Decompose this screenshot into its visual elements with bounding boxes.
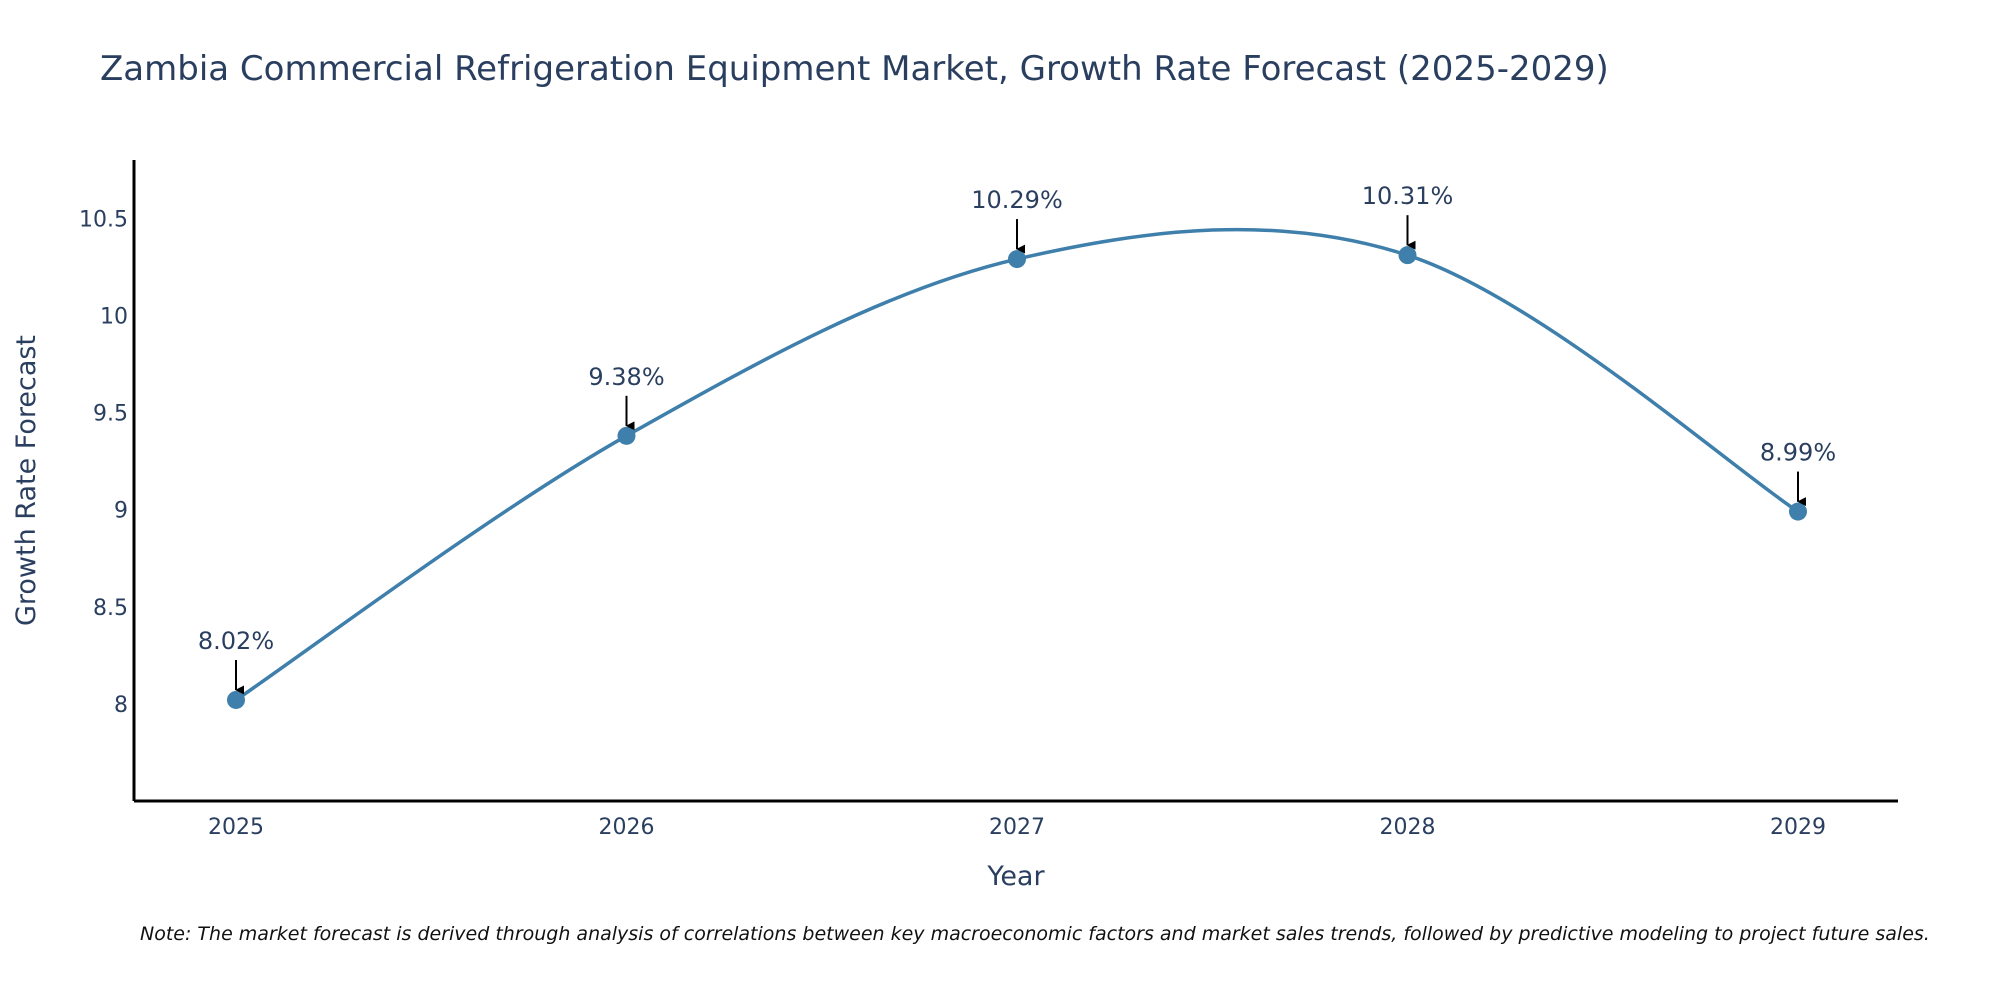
x-axis-title: Year [986, 861, 1045, 892]
data-label: 8.99% [1760, 439, 1836, 467]
x-tick-label: 2025 [208, 815, 264, 840]
x-tick-label: 2028 [1380, 815, 1436, 840]
y-tick-label: 9.5 [93, 402, 128, 427]
data-point [1398, 246, 1417, 265]
y-tick-label: 8.5 [93, 596, 128, 621]
data-label: 8.02% [198, 627, 274, 655]
data-point [1008, 250, 1026, 269]
data-label: 9.38% [588, 363, 664, 391]
x-tick-label: 2026 [599, 815, 655, 840]
footnote: Note: The market forecast is derived thr… [140, 923, 1930, 945]
y-axis-title: Growth Rate Forecast [11, 335, 42, 626]
data-point [617, 426, 636, 445]
x-tick-label: 2029 [1770, 815, 1826, 840]
data-point [1789, 502, 1807, 521]
y-tick-label: 10 [100, 304, 128, 329]
series-layer [227, 227, 1807, 709]
y-tick-label: 10.5 [79, 207, 128, 232]
y-tick-label: 8 [114, 693, 128, 718]
axes [132, 160, 1898, 803]
x-tick-label: 2027 [989, 815, 1045, 840]
series-line [235, 227, 1799, 702]
x-tick-labels: 2025 2026 2027 2028 2029 [208, 815, 1826, 840]
data-point [227, 690, 245, 709]
data-label: 10.29% [971, 186, 1063, 214]
chart-title: Zambia Commercial Refrigeration Equipmen… [100, 49, 1609, 89]
y-tick-labels: 8 8.5 9 9.5 10 10.5 [79, 207, 128, 718]
data-annotations: 8.02% 9.38% 10.29% 10.31% 8.99% [198, 182, 1836, 695]
data-label: 10.31% [1362, 182, 1454, 210]
y-tick-label: 9 [114, 499, 128, 524]
